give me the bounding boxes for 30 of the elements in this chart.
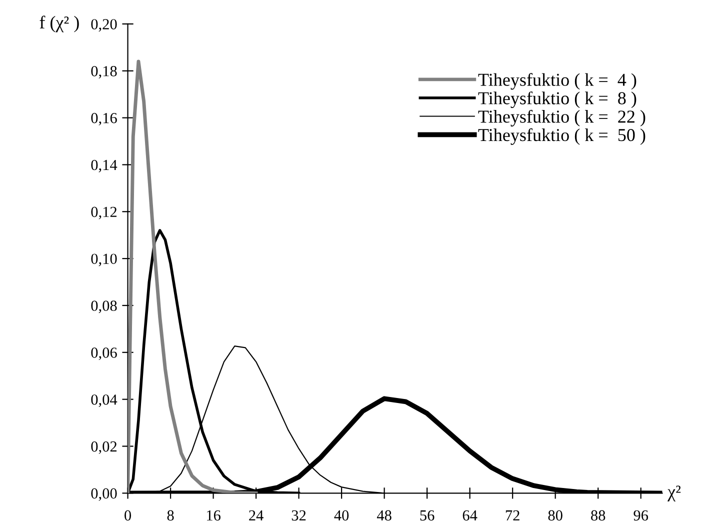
y-tick-label: 0,18 [91, 66, 117, 79]
x-tick-label: 32 [292, 510, 306, 521]
y-tick-label: 0,06 [91, 348, 117, 360]
x-tick-label: 64 [462, 510, 478, 521]
x-axis-title: χ² [668, 486, 681, 502]
legend-label: Tiheysfuktio ( k = 8 ) [478, 91, 636, 108]
x-tick-label: 96 [634, 510, 648, 521]
x-tick-label: 8 [167, 510, 174, 521]
y-tick-label: 0,00 [91, 488, 117, 501]
y-tick-label: 0,04 [91, 394, 118, 407]
x-tick-label: 24 [249, 510, 264, 520]
y-tick-label: 0,08 [91, 300, 117, 314]
x-tick-label: 0 [124, 510, 132, 521]
x-tick-label: 40 [334, 510, 349, 521]
y-tick-label: 0,20 [91, 19, 117, 32]
x-tick-label: 80 [548, 510, 562, 521]
x-tick-label: 88 [591, 510, 606, 521]
y-axis-title: f (χ² ) [40, 16, 79, 32]
y-tick-label: 0,12 [91, 206, 117, 220]
legend-label: Tiheysfuktio ( k = 50 ) [478, 128, 646, 145]
y-tick-label: 0,16 [91, 112, 117, 126]
y-tick-label: 0,10 [91, 254, 117, 266]
x-tick-label: 72 [506, 510, 520, 520]
legend-label: Tiheysfuktio ( k = 22 ) [478, 110, 646, 126]
x-tick-label: 48 [376, 510, 392, 521]
x-tick-label: 56 [420, 510, 434, 521]
legend-label: Tiheysfuktio ( k = 4 ) [478, 73, 636, 90]
x-tick-label: 16 [207, 510, 220, 521]
y-tick-label: 0,02 [91, 441, 117, 454]
y-tick-label: 0,14 [91, 160, 118, 172]
